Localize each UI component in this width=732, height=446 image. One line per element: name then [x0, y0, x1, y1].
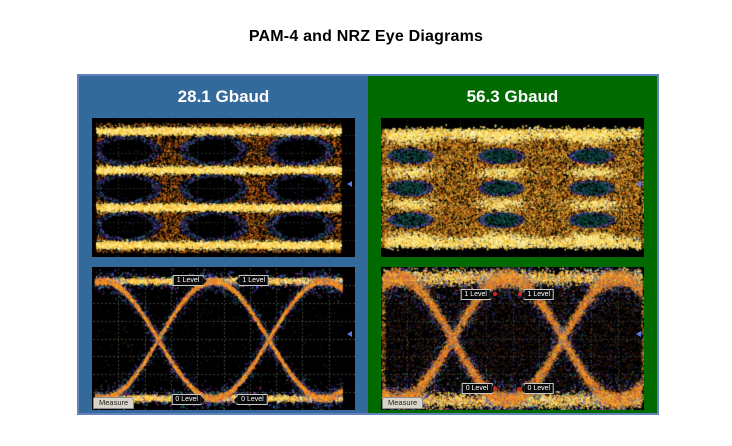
zero-level-badge-right: 0 Level — [234, 394, 268, 405]
page-title: PAM-4 and NRZ Eye Diagrams — [248, 28, 484, 45]
nrz-eye-scope-56g: 1 Level 1 Level 0 Level 0 Level Measure — [381, 267, 644, 410]
level-marker-dot — [493, 292, 498, 296]
level-marker-dot — [518, 292, 523, 296]
zero-level-badge-right: 0 Level — [520, 383, 555, 394]
pam4-eye-scope-28g — [92, 118, 355, 257]
pam4-eye-scope-56g — [381, 118, 644, 257]
nrz-eye-canvas-56g — [381, 267, 644, 410]
zero-level-badge-left: 0 Level — [171, 394, 205, 405]
panel-28-gbaud-header: 28.1 Gbaud — [177, 87, 270, 106]
zero-level-badge-left: 0 Level — [461, 383, 495, 394]
one-level-badge-right: 1 Level — [520, 289, 555, 300]
trigger-marker-icon — [633, 180, 641, 187]
eye-diagram-board: 28.1 Gbaud 1 Level 1 Level 0 Level 0 Lev… — [77, 74, 659, 415]
measure-button[interactable]: Measure — [382, 397, 424, 409]
pam4-eye-canvas-56g — [381, 118, 644, 257]
panel-56-gbaud: 56.3 Gbaud 1 Level 1 Level 0 Level 0 Lev… — [368, 76, 657, 413]
pam4-eye-canvas-28g — [92, 118, 355, 257]
nrz-eye-canvas-28g — [92, 267, 355, 410]
measure-button[interactable]: Measure — [93, 397, 135, 409]
panel-56-gbaud-header: 56.3 Gbaud — [466, 87, 559, 106]
panel-28-gbaud: 28.1 Gbaud 1 Level 1 Level 0 Level 0 Lev… — [79, 76, 368, 413]
one-level-badge-right: 1 Level — [235, 275, 270, 286]
one-level-badge-left: 1 Level — [460, 289, 494, 300]
level-marker-dot — [518, 387, 523, 391]
one-level-badge-left: 1 Level — [172, 275, 206, 286]
trigger-marker-icon — [633, 331, 641, 338]
trigger-marker-icon — [344, 331, 352, 338]
trigger-marker-icon — [344, 180, 352, 187]
level-marker-dot — [493, 387, 498, 391]
nrz-eye-scope-28g: 1 Level 1 Level 0 Level 0 Level Measure — [92, 267, 355, 410]
